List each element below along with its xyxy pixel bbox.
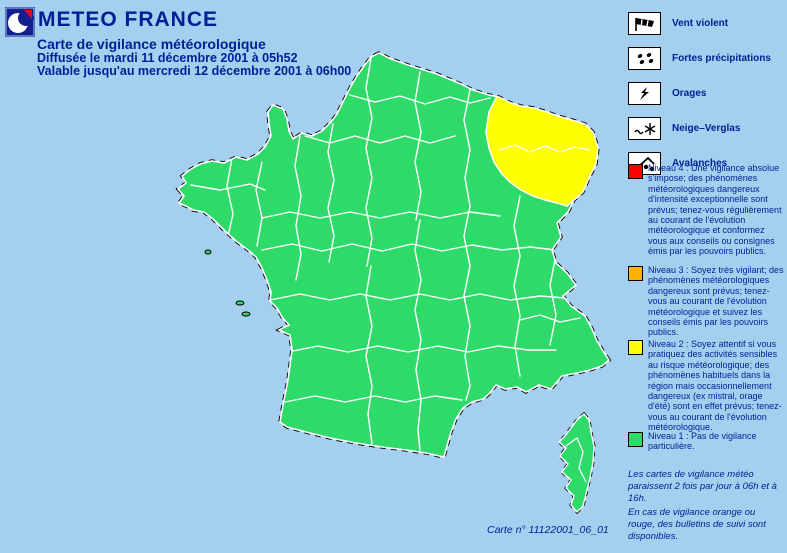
raindrops-icon — [628, 47, 661, 70]
corsica-department-boundary — [565, 436, 587, 483]
level-4-description: Niveau 4 : Une vigilance absolue s'impos… — [648, 163, 782, 257]
legend-label: Fortes précipitations — [672, 53, 771, 64]
level-2-color-swatch — [628, 340, 643, 355]
valid-until-line: Valable jusqu'au mercredi 12 décembre 20… — [37, 64, 352, 78]
legend-item-vent-violent: Vent violent — [628, 12, 728, 35]
level-3-description: Niveau 3 : Soyez très vigilant; des phén… — [648, 265, 784, 338]
level-1-description: Niveau 1 : Pas de vigilance particulière… — [648, 431, 757, 452]
windsock-icon — [628, 12, 661, 35]
department-boundaries — [190, 57, 591, 451]
lightning-icon — [628, 82, 661, 105]
brand-title: METEO FRANCE — [38, 8, 218, 31]
issued-date-line: Diffusée le mardi 11 décembre 2001 à 05h… — [37, 51, 298, 65]
legend-label: Orages — [672, 88, 707, 99]
snowflake-icon — [628, 117, 661, 140]
level-4-block: Niveau 4 : Une vigilance absolue s'impos… — [628, 163, 785, 257]
legend-item-orages: Orages — [628, 82, 706, 105]
map-region-corsica-level1[interactable] — [557, 413, 595, 514]
level-1-color-swatch — [628, 432, 643, 447]
map-region-northeast-level2[interactable] — [485, 94, 599, 207]
publication-note: Les cartes de vigilance météo paraissent… — [628, 469, 777, 504]
legend-item-fortes-precipitations: Fortes précipitations — [628, 47, 771, 70]
level-3-color-swatch — [628, 266, 643, 281]
legend-panel: Vent violent Fortes précipitations Orage… — [628, 0, 785, 553]
legend-label: Vent violent — [672, 18, 729, 29]
meteo-france-logo — [5, 7, 35, 37]
level-3-block: Niveau 3 : Soyez très vigilant; des phén… — [628, 265, 785, 338]
legend-label: Neige–Verglas — [672, 123, 741, 134]
bulletins-note: En cas de vigilance orange ou rouge, des… — [628, 507, 766, 542]
legend-label: Avalanches — [672, 158, 728, 169]
level-1-block: Niveau 1 : Pas de vigilance particulière… — [628, 431, 785, 452]
level-2-block: Niveau 2 : Soyez attentif si vous pratiq… — [628, 339, 785, 433]
page-title: Carte de vigilance météorologique — [37, 36, 266, 52]
level-4-color-swatch — [628, 164, 643, 179]
level-2-description: Niveau 2 : Soyez attentif si vous pratiq… — [648, 339, 782, 433]
atlantic-islands — [204, 249, 251, 317]
map-number: Carte n° 11122001_06_01 — [487, 524, 609, 536]
legend-item-neige-verglas: Neige–Verglas — [628, 117, 740, 140]
